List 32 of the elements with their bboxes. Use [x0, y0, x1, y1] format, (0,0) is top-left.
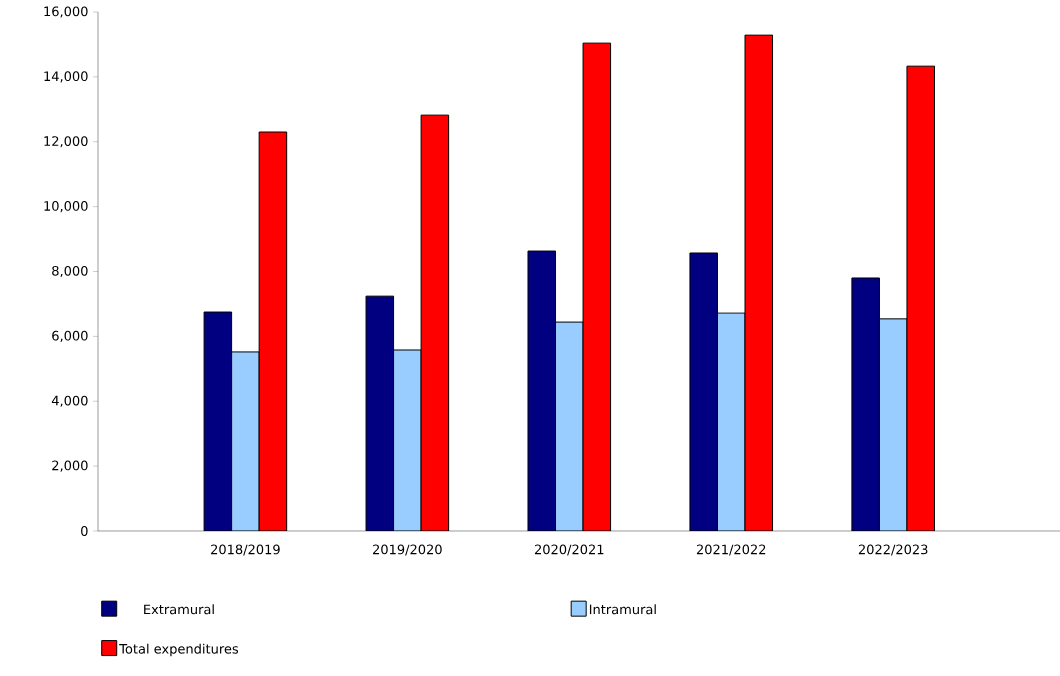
y-tick-label: 8,000 [52, 265, 88, 278]
y-tick-label: 6,000 [52, 330, 88, 342]
x-tick-label: 2019/2020 [373, 544, 442, 556]
bar [582, 42, 612, 531]
x-tick-label: 2020/2021 [534, 544, 604, 556]
bar [365, 295, 395, 531]
bar [744, 34, 774, 531]
legend-label: Extramural [144, 604, 214, 615]
bar [851, 277, 880, 531]
x-tick-label: 2021/2022 [696, 544, 766, 556]
y-tick-label: 0 [81, 526, 88, 536]
bar [420, 114, 450, 531]
y-tick-label: 10,000 [44, 201, 88, 213]
y-tick-label: 16,000 [44, 6, 88, 18]
x-tick-label: 2022/2023 [858, 544, 928, 556]
legend-label: Intramural [589, 604, 656, 615]
bar [393, 349, 422, 531]
y-tick-label: 12,000 [44, 136, 88, 148]
bar [258, 131, 288, 531]
bar [203, 311, 233, 531]
x-tick-label: 2018/2019 [211, 544, 280, 556]
bar [716, 312, 746, 531]
bar [527, 250, 557, 531]
y-tick-label: 2,000 [52, 460, 88, 472]
legend-label: Total expenditures [119, 643, 239, 657]
bar [878, 318, 908, 531]
bar [689, 252, 718, 531]
bar [231, 351, 260, 531]
bar [906, 65, 935, 531]
y-tick-label: 4,000 [51, 395, 88, 407]
bar [555, 321, 584, 531]
y-tick-label: 14,000 [44, 71, 88, 83]
